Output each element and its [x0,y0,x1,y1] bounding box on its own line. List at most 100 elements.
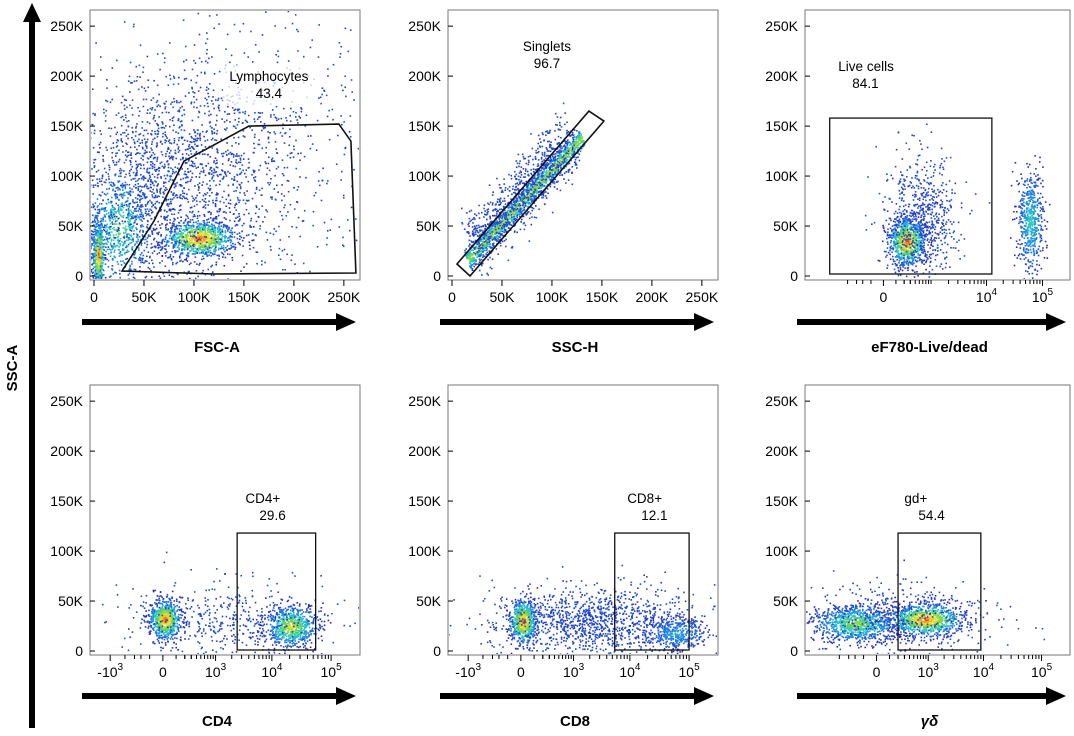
event-dot [511,203,514,205]
event-dot [167,245,170,247]
event-dot [138,178,140,180]
event-dot [269,245,272,248]
event-dot [129,154,131,156]
event-dot [108,187,110,190]
event-dot [273,131,275,133]
event-dot [146,187,149,190]
event-dot [258,143,261,146]
event-dot [166,160,169,162]
event-dot [196,263,198,265]
event-dot [187,270,190,273]
event-dot [154,246,157,249]
event-dot [188,144,191,146]
event-dot [100,268,102,270]
event-dot [178,205,181,207]
event-dot [144,90,147,92]
event-dot [168,111,170,114]
event-dot [168,203,170,205]
event-dot [214,171,216,174]
event-dot [97,276,99,279]
event-dot [165,100,167,103]
event-dot [215,249,217,252]
event-dot [166,219,168,222]
event-dot [242,135,245,137]
event-dot [171,242,173,244]
event-dot [156,144,158,146]
event-dot [156,290,158,292]
event-dot [194,131,196,134]
event-dot [212,242,214,244]
event-dot [337,134,339,137]
event-dot [203,244,206,246]
event-dot [172,235,175,238]
event-dot [173,234,176,236]
event-dot [218,254,220,257]
event-dot [165,199,168,201]
event-dot [178,110,181,113]
event-dot [251,0,253,2]
event-dot [140,224,142,227]
event-dot [151,211,154,213]
event-dot [135,130,137,133]
event-dot [312,224,314,227]
event-dot [110,251,113,253]
event-dot [112,188,114,191]
event-dot [226,142,228,144]
event-dot [234,108,237,111]
event-dot [82,190,84,192]
event-dot [169,202,172,205]
event-dot [116,152,118,154]
event-dot [141,204,143,206]
event-dot [158,241,160,244]
event-dot [236,233,239,235]
event-dot [92,206,94,209]
event-dot [223,248,225,251]
event-dot [99,269,102,272]
event-dot [115,161,118,164]
event-dot [178,241,181,244]
event-dot [201,124,203,126]
event-dot [118,210,121,213]
event-dot [178,109,181,111]
event-dot [109,101,112,104]
event-dot [68,105,70,107]
event-dot [188,145,190,148]
event-dot [153,238,155,241]
event-dot [121,209,123,211]
event-dot [378,59,380,61]
event-dot [244,202,247,205]
event-dot [100,194,102,197]
event-dot [140,213,143,216]
event-dot [40,231,42,233]
event-dot [160,208,162,211]
event-dot [127,216,129,219]
event-dot [100,266,103,268]
event-dot [98,267,100,269]
event-dot [173,246,176,248]
event-dot [185,238,188,241]
event-dot [74,198,76,200]
event-dot [111,200,113,203]
event-dot [101,283,103,285]
event-dot [242,245,244,247]
event-dot [227,149,229,152]
event-dot [202,223,204,226]
event-dot [141,86,143,88]
event-dot [255,186,258,189]
event-dot [486,223,489,225]
event-dot [250,217,253,220]
event-dot [118,212,120,214]
event-dot [221,152,223,155]
event-dot [218,243,220,246]
event-dot [99,296,101,298]
event-dot [180,204,182,206]
event-dot [99,230,102,232]
event-dot [159,192,162,195]
event-dot [151,165,154,168]
event-dot [143,193,146,195]
event-dot [119,242,121,245]
event-dot [536,189,538,192]
event-dot [140,211,143,214]
event-dot [228,113,230,115]
event-dot [149,256,151,259]
